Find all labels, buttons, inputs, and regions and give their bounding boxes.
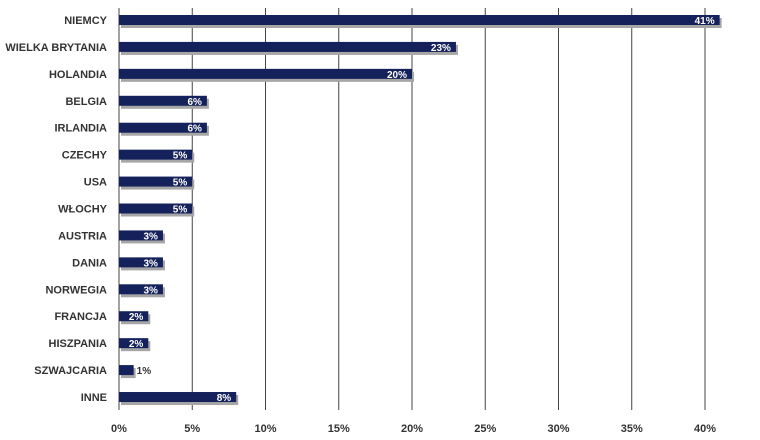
bar [119,149,193,160]
bar [119,176,193,187]
x-tick-label: 10% [254,423,276,435]
category-label: DANIA [72,257,107,269]
bar [119,257,163,268]
category-label: CZECHY [62,150,108,162]
data-label: 5% [173,151,188,162]
x-tick-label: 15% [328,423,350,435]
category-label: AUSTRIA [58,230,107,242]
category-label: HISZPANIA [49,338,108,350]
bar [119,122,207,133]
category-label: NIEMCY [64,15,107,27]
data-label: 6% [187,124,202,135]
x-tick-label: 25% [474,423,496,435]
data-label: 20% [387,70,407,81]
bar [119,68,412,79]
x-axis-ticks: 0% 5% 10% 15% 20% 25% 30% 35% 40% [111,423,716,435]
category-label: INNE [81,392,107,404]
data-label: 41% [695,16,715,27]
bar [119,311,149,322]
category-label: BELGIA [65,96,107,108]
bar [119,284,163,295]
category-label: SZWAJCARIA [34,365,107,377]
bars [119,15,722,406]
x-tick-label: 40% [694,423,716,435]
category-labels: NIEMCY WIELKA BRYTANIA HOLANDIA BELGIA IRLAN… [5,15,107,404]
bar [119,95,207,106]
category-label: USA [84,177,107,189]
category-label: FRANCJA [54,311,107,323]
data-label: 2% [129,312,144,323]
data-label: 2% [129,339,144,350]
category-label: NORWEGIA [45,284,107,296]
bar [119,392,237,403]
data-label: 23% [431,43,451,54]
data-label: 5% [173,205,188,216]
data-labels: 41% 23% 20% 6% 6% 5% 5% 5% 3% 3% 3% 2% 2% 1% 8% [129,16,715,404]
bar [119,41,456,52]
x-tick-label: 35% [621,423,643,435]
data-label: 3% [143,231,158,242]
x-tick-label: 0% [111,423,127,435]
category-label: HOLANDIA [49,69,107,81]
data-label: 6% [187,97,202,108]
data-label: 3% [143,258,158,269]
data-label: 8% [217,393,232,404]
bar [119,15,720,25]
bar [119,365,134,376]
category-label: WIELKA BRYTANIA [5,42,107,54]
category-label: IRLANDIA [54,123,107,135]
x-tick-label: 5% [184,423,200,435]
bar [119,203,193,214]
data-label: 3% [143,285,158,296]
x-tick-label: 30% [547,423,569,435]
bar [119,338,149,349]
data-label: 1% [137,366,152,377]
category-label: WŁOCHY [58,204,108,216]
bar [119,230,163,241]
gridlines [118,8,706,410]
x-tick-label: 20% [401,423,423,435]
data-label: 5% [173,178,188,189]
